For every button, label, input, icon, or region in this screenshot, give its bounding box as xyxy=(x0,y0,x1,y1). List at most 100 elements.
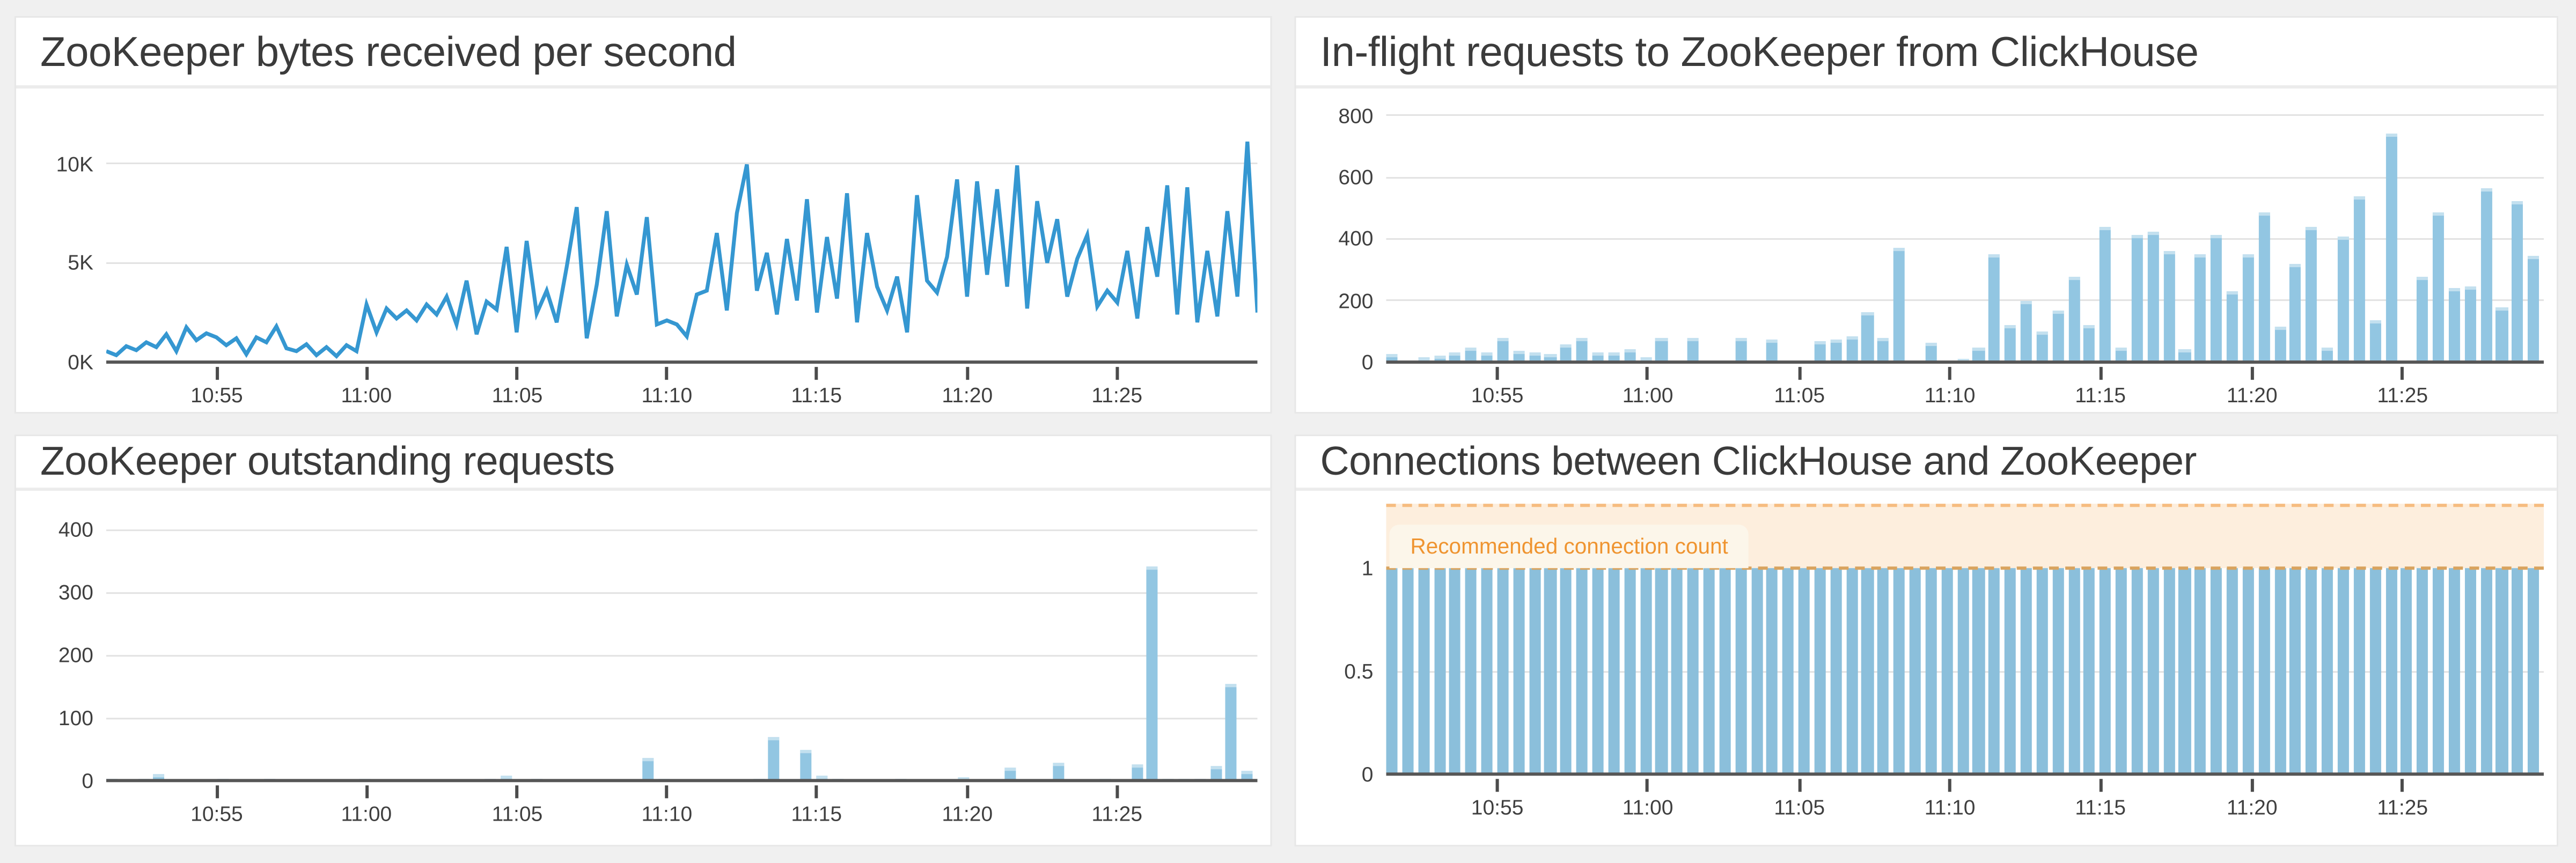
bar[interactable] xyxy=(2258,568,2270,775)
bar[interactable] xyxy=(1497,568,1509,775)
bar[interactable] xyxy=(1624,348,1636,363)
bar[interactable] xyxy=(2417,568,2428,775)
bar[interactable] xyxy=(2337,236,2349,363)
bar[interactable] xyxy=(2258,211,2270,363)
bar[interactable] xyxy=(1751,568,1763,775)
bar[interactable] xyxy=(1925,342,1937,363)
bar[interactable] xyxy=(2385,134,2397,363)
bar[interactable] xyxy=(1894,568,1905,775)
bar[interactable] xyxy=(1481,352,1493,363)
bar[interactable] xyxy=(2083,568,2096,775)
bar[interactable] xyxy=(1624,568,1636,775)
bar[interactable] xyxy=(2496,307,2508,363)
bar[interactable] xyxy=(2226,290,2239,363)
bar[interactable] xyxy=(1545,354,1557,363)
bar[interactable] xyxy=(2195,568,2206,775)
bar[interactable] xyxy=(1497,337,1509,363)
bar[interactable] xyxy=(1973,347,1985,363)
bar[interactable] xyxy=(2512,201,2524,363)
bar[interactable] xyxy=(1655,568,1668,775)
bar[interactable] xyxy=(800,749,812,781)
chart-outstanding-requests[interactable]: 0 100 200 300 400 10:55 11:00 11:05 11:10 11:15 11… xyxy=(16,491,1270,845)
bar[interactable] xyxy=(1862,313,1874,363)
bar[interactable] xyxy=(1925,568,1937,775)
bar[interactable] xyxy=(1988,568,2000,775)
bar[interactable] xyxy=(2100,227,2111,363)
bar[interactable] xyxy=(2036,332,2048,363)
bar[interactable] xyxy=(1703,568,1715,775)
bar[interactable] xyxy=(768,736,780,781)
bar[interactable] xyxy=(1052,763,1064,781)
bar[interactable] xyxy=(2242,253,2254,363)
line-series[interactable] xyxy=(106,88,1257,362)
bar[interactable] xyxy=(2211,235,2222,363)
bar[interactable] xyxy=(2005,324,2016,363)
bar[interactable] xyxy=(2036,568,2048,775)
bar[interactable] xyxy=(1671,568,1683,775)
bar[interactable] xyxy=(1877,337,1889,363)
bar[interactable] xyxy=(2496,568,2508,775)
chart-connections[interactable]: Recommended connection count 0 0.5 1 10:55 1… xyxy=(1296,491,2556,845)
bar[interactable] xyxy=(1576,568,1588,775)
bar[interactable] xyxy=(1242,771,1253,781)
bar[interactable] xyxy=(2147,232,2159,363)
bar[interactable] xyxy=(1846,336,1858,363)
bar[interactable] xyxy=(1719,568,1731,775)
bar[interactable] xyxy=(1529,568,1540,775)
bar[interactable] xyxy=(1449,352,1461,363)
bar[interactable] xyxy=(2528,568,2540,775)
bar[interactable] xyxy=(1830,340,1842,363)
bar[interactable] xyxy=(2417,276,2428,363)
bar[interactable] xyxy=(2052,568,2064,775)
bar[interactable] xyxy=(2115,568,2127,775)
bar[interactable] xyxy=(1735,568,1746,775)
bar[interactable] xyxy=(1005,768,1017,781)
bar[interactable] xyxy=(1386,354,1398,363)
bar[interactable] xyxy=(1481,568,1493,775)
bar[interactable] xyxy=(1418,357,1429,363)
bar[interactable] xyxy=(2290,264,2302,363)
bar[interactable] xyxy=(1988,254,2000,363)
bar[interactable] xyxy=(2179,568,2191,775)
bar[interactable] xyxy=(2052,310,2064,363)
bar[interactable] xyxy=(1576,337,1588,363)
bar[interactable] xyxy=(1434,355,1445,363)
bar[interactable] xyxy=(1655,337,1668,363)
bar[interactable] xyxy=(2306,227,2317,363)
bar[interactable] xyxy=(1608,352,1620,363)
bar[interactable] xyxy=(2195,253,2206,363)
bar[interactable] xyxy=(1529,352,1540,363)
bar[interactable] xyxy=(1225,683,1237,781)
bar[interactable] xyxy=(1513,350,1525,363)
bar[interactable] xyxy=(2163,568,2175,775)
bar[interactable] xyxy=(1402,568,1414,775)
bar[interactable] xyxy=(1894,248,1905,363)
chart-zookeeper-bytes-received[interactable]: 0K 5K 10K 10:55 11:00 11:05 11:10 11:15 11:20 11:… xyxy=(16,88,1270,412)
bar[interactable] xyxy=(153,774,165,781)
bar[interactable] xyxy=(2083,324,2096,363)
bar[interactable] xyxy=(1418,568,1429,775)
bar[interactable] xyxy=(2322,568,2333,775)
bar[interactable] xyxy=(2306,568,2317,775)
bar[interactable] xyxy=(2100,568,2111,775)
bar[interactable] xyxy=(2401,568,2413,775)
bar[interactable] xyxy=(1973,568,1985,775)
bar[interactable] xyxy=(1957,568,1969,775)
bar[interactable] xyxy=(2274,326,2286,363)
bar[interactable] xyxy=(2369,319,2381,363)
bar[interactable] xyxy=(1465,568,1477,775)
bar[interactable] xyxy=(1814,568,1826,775)
bar[interactable] xyxy=(1386,568,1398,775)
bar[interactable] xyxy=(1862,568,1874,775)
bar[interactable] xyxy=(1560,568,1572,775)
bar[interactable] xyxy=(2163,250,2175,363)
bar[interactable] xyxy=(2005,568,2016,775)
bar[interactable] xyxy=(2131,235,2143,363)
bar[interactable] xyxy=(2433,211,2445,363)
bar[interactable] xyxy=(1147,567,1158,781)
bar[interactable] xyxy=(1798,568,1810,775)
bar[interactable] xyxy=(2337,568,2349,775)
bar[interactable] xyxy=(2274,568,2286,775)
bar[interactable] xyxy=(1814,341,1826,363)
bar[interactable] xyxy=(500,775,512,781)
